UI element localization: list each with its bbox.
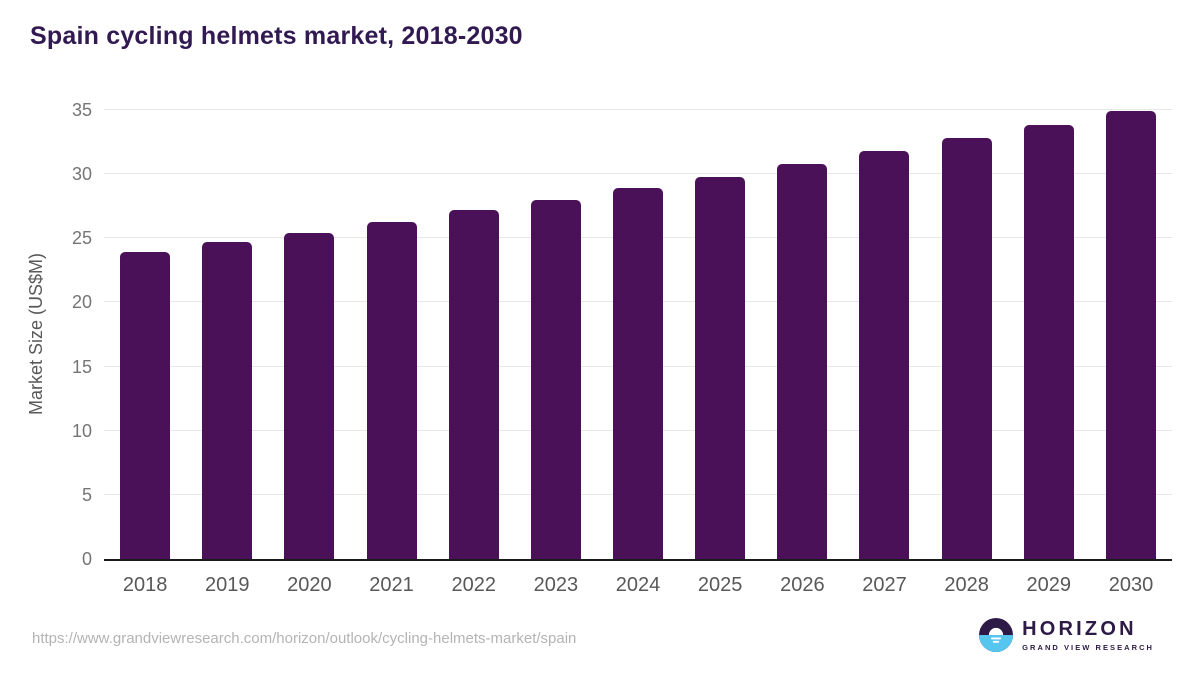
bar-slot: 2029	[1008, 110, 1090, 596]
brand-logo: HORIZON GRAND VIEW RESEARCH	[979, 618, 1154, 652]
bar-slot: 2026	[761, 110, 843, 596]
bar-slot: 2027	[843, 110, 925, 596]
plot-area: 2018 2019 2020 2021 2022 2023 2024 2025 2026 2027…	[72, 101, 1172, 596]
bar	[202, 242, 253, 559]
bar-slot: 2021	[350, 110, 432, 596]
bar-slot: 2018	[104, 110, 186, 596]
bar	[613, 188, 664, 559]
y-tick-label: 20	[71, 292, 92, 313]
bar-slot: 2019	[186, 110, 268, 596]
source-url: https://www.grandviewresearch.com/horizo…	[32, 630, 577, 647]
bar	[530, 199, 581, 559]
bar	[695, 176, 746, 559]
horizon-logo-icon	[979, 618, 1014, 652]
gridline	[104, 109, 1172, 110]
bar-series: 2018 2019 2020 2021 2022 2023 2024 2025 2026 2027…	[104, 110, 1172, 596]
bar	[941, 138, 992, 559]
x-tick-label: 2026	[780, 574, 825, 596]
bar-slot: 2020	[268, 110, 350, 596]
x-tick-label: 2025	[697, 574, 743, 596]
chart-title: Spain cycling helmets market, 2018-2030	[30, 22, 523, 50]
brand-name: HORIZON	[1022, 617, 1137, 640]
y-tick-label: 0	[81, 549, 92, 569]
bar-slot: 2030	[1090, 110, 1172, 596]
bar	[859, 151, 910, 559]
y-tick-label: 15	[71, 356, 92, 377]
bar	[284, 233, 335, 559]
gridline	[104, 173, 1172, 175]
bar-slot: 2025	[679, 110, 761, 596]
brand-tagline: GRAND VIEW RESEARCH	[1022, 642, 1154, 652]
x-tick-label: 2020	[287, 574, 332, 596]
x-tick-label: 2021	[369, 574, 414, 596]
x-tick-label: 2018	[122, 574, 168, 596]
x-tick-label: 2022	[451, 574, 496, 596]
brand-text: HORIZON GRAND VIEW RESEARCH	[1022, 619, 1154, 652]
bar-slot: 2022	[433, 110, 515, 596]
bar	[448, 210, 499, 559]
x-tick-label: 2024	[615, 574, 661, 596]
bar	[366, 221, 417, 559]
x-tick-label: 2027	[862, 574, 907, 596]
x-tick-label: 2028	[944, 574, 989, 596]
y-tick-label: 10	[71, 420, 92, 441]
x-tick-label: 2029	[1026, 574, 1072, 596]
bar	[777, 163, 828, 559]
x-tick-label: 2019	[204, 574, 250, 596]
bar-slot: 2028	[926, 110, 1008, 596]
bar-slot: 2023	[515, 110, 597, 596]
y-tick-label: 5	[81, 484, 92, 505]
y-axis-title: Market Size (US$M)	[26, 253, 46, 416]
x-tick-label: 2030	[1108, 574, 1154, 596]
bar	[1105, 111, 1156, 559]
x-tick-label: 2023	[533, 574, 579, 596]
y-tick-label: 30	[71, 164, 92, 185]
y-tick-label: 35	[71, 100, 92, 120]
bar	[1023, 125, 1074, 559]
bar-slot: 2024	[597, 110, 679, 596]
y-tick-label: 25	[71, 228, 92, 249]
bar	[120, 252, 171, 559]
